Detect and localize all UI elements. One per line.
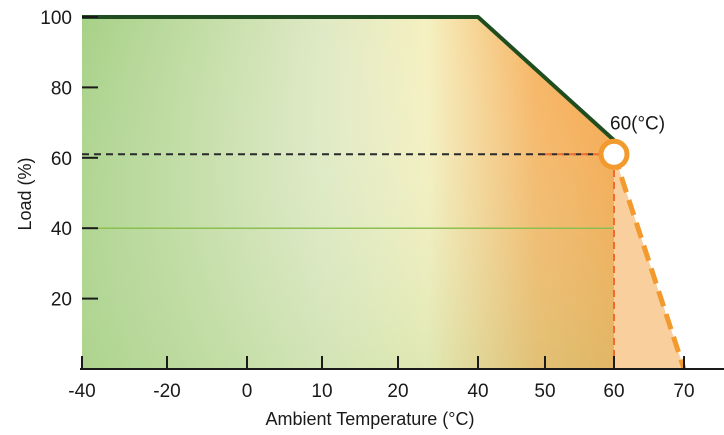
y-tick-label: 60 (51, 149, 72, 170)
series-line-solid (82, 15, 616, 142)
series-lines (82, 15, 687, 370)
x-tick-label: 70 (673, 381, 694, 402)
threshold-marker (598, 138, 630, 170)
x-tick-label: -40 (68, 381, 95, 402)
operating-area-shade (82, 17, 614, 369)
y-axis-ticks: 20 40 60 80 100 (40, 8, 98, 311)
y-axis-label: Load (%) (15, 157, 35, 230)
y-tick-label: 100 (40, 8, 72, 29)
y-tick-label: 40 (51, 219, 72, 240)
x-tick-label: 20 (387, 381, 408, 402)
x-tick-label: 60 (603, 381, 624, 402)
x-tick-label: 10 (311, 381, 332, 402)
x-tick-label: 0 (242, 381, 253, 402)
reference-lines (82, 153, 615, 369)
x-axis-label: Ambient Temperature (°C) (266, 409, 475, 429)
y-tick-label: 20 (51, 290, 72, 311)
y-tick-label: 80 (51, 78, 72, 99)
x-tick-label: 50 (534, 381, 555, 402)
series-line-dashed (611, 153, 687, 370)
threshold-annotation: 60(°C) (610, 113, 665, 134)
x-tick-label: -20 (153, 381, 180, 402)
x-tick-label: 40 (467, 381, 488, 402)
x-axis-ticks: -40 -20 0 10 20 40 50 60 70 (68, 356, 695, 402)
